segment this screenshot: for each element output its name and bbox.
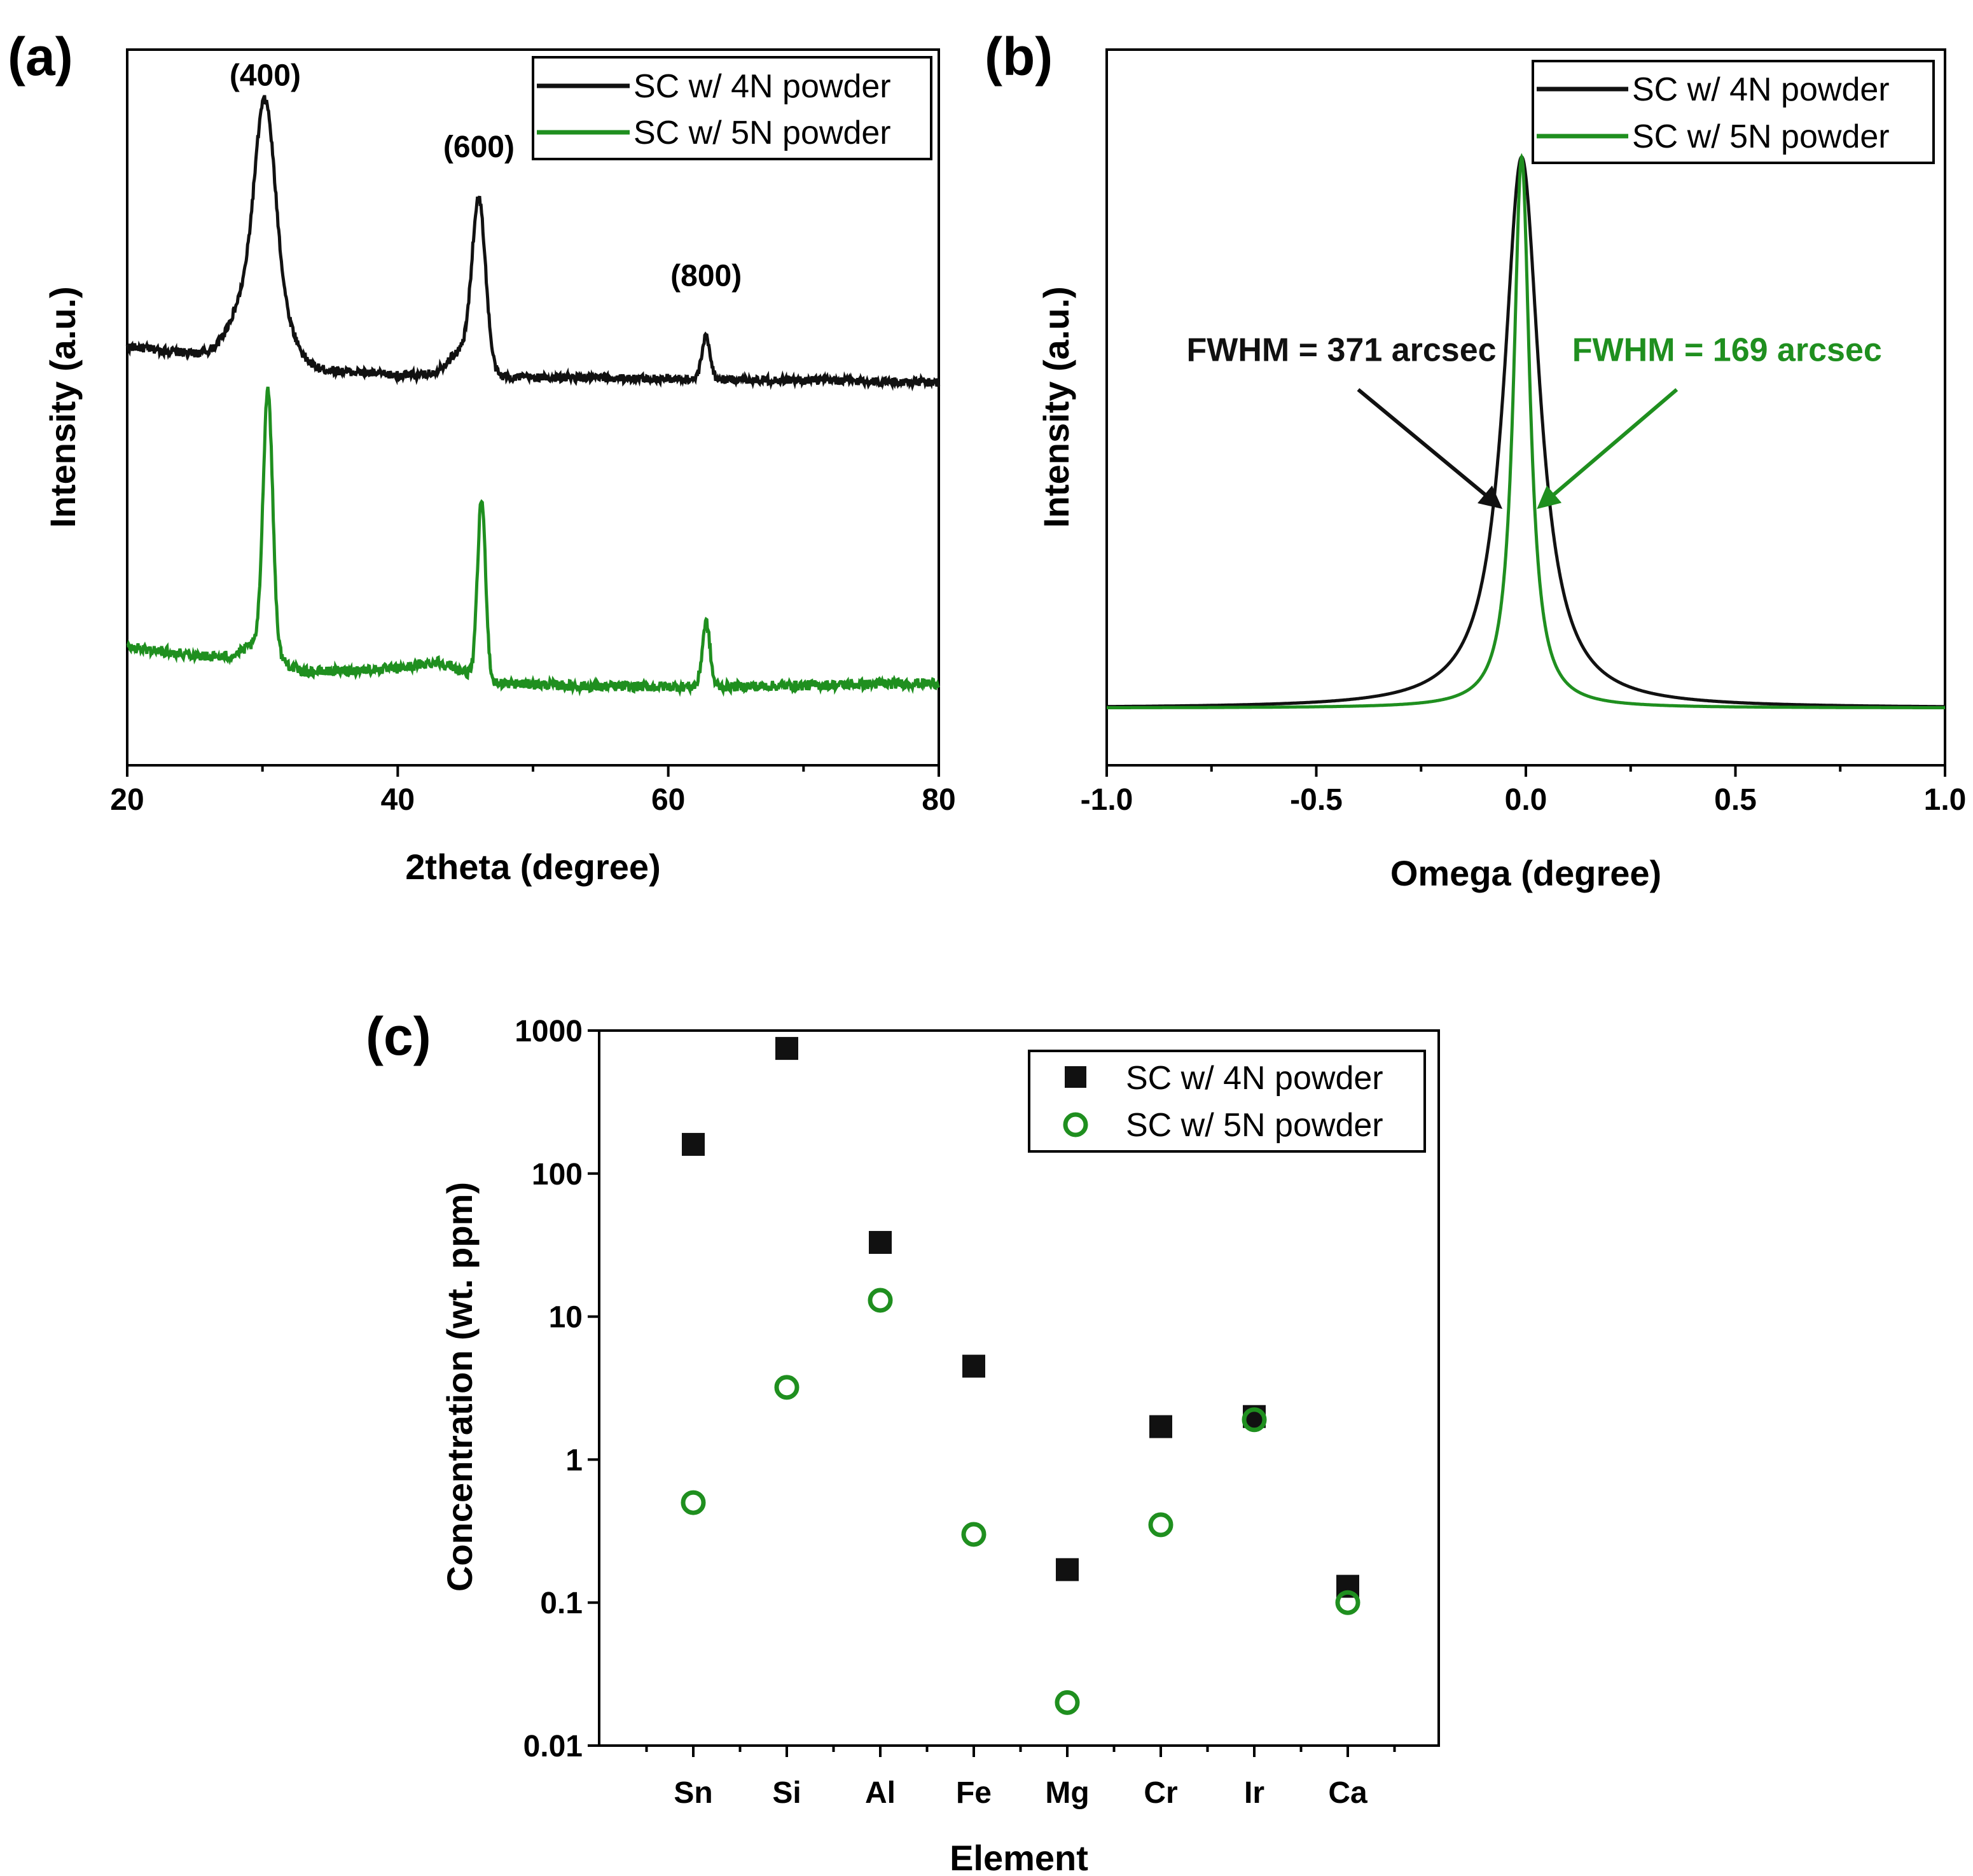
panel-a: (a) 20 40 60 80 (400) (600) (800) 2theta (deg…	[8, 27, 956, 887]
panel-c-marker-5n	[1242, 1407, 1267, 1433]
panel-a-legend-label-5n: SC w/ 5N powder	[633, 115, 891, 151]
panel-c-x-tick-label: Al	[865, 1776, 896, 1810]
panel-a-series-group	[125, 95, 941, 697]
panel-a-y-axis-title: Intensity (a.u.)	[43, 286, 83, 528]
panel-b-x-tick-label: -0.5	[1290, 783, 1343, 817]
panel-b-x-ticks: -1.0 -0.5 0.0 0.5 1.0	[1081, 765, 1967, 817]
panel-a-line-4n	[125, 95, 941, 392]
panel-c-marker-4n	[962, 1354, 985, 1378]
panel-c-y-ticks: 0.01 0.1 1 10 100 1000	[515, 1015, 599, 1763]
panel-b-label: (b)	[985, 27, 1053, 87]
panel-a-x-axis-title: 2theta (degree)	[405, 847, 660, 887]
panel-c-y-axis-title: Concentration (wt. ppm)	[440, 1182, 480, 1592]
panel-c-marker-4n	[1056, 1558, 1079, 1581]
panel-c-y-tick-label: 0.01	[523, 1730, 583, 1763]
panel-c-x-tick-label: Ir	[1244, 1776, 1264, 1810]
panel-c-legend-label-4n: SC w/ 4N powder	[1126, 1060, 1383, 1097]
panel-a-legend-box	[532, 56, 932, 160]
panel-b-legend-box	[1532, 60, 1935, 164]
panel-c: (c) 0.01 0.1 1 10 100 1000 Sn Si Al Fe Mg Cr Ir Ca E…	[366, 1006, 1440, 1876]
panel-b: (b) -1.0 -0.5 0.0 0.5 1.0 FWHM = 371 arcsec F…	[985, 27, 1966, 893]
panel-a-line-5n	[126, 386, 941, 697]
panel-c-x-tick-label: Cr	[1144, 1776, 1177, 1810]
panel-b-x-tick-label: 0.0	[1505, 783, 1547, 817]
panel-b-y-axis-title: Intensity (a.u.)	[1036, 286, 1076, 528]
panel-b-fwhm-label: FWHM = 371 arcsec	[1187, 331, 1497, 368]
panel-a-x-tick-label: 60	[651, 783, 685, 817]
panel-c-marker-5n	[1335, 1590, 1360, 1615]
panel-b-series-group	[1107, 153, 1946, 709]
panel-c-marker-4n	[869, 1231, 892, 1254]
panel-c-legend-marker-5n	[1063, 1112, 1088, 1137]
panel-a-legend: SC w/ 4N powder SC w/ 5N powder	[532, 56, 932, 160]
panel-b-legend-label-5n: SC w/ 5N powder	[1632, 118, 1890, 155]
panel-b-x-tick-label: -1.0	[1081, 783, 1133, 817]
panel-c-marker-5n	[961, 1522, 986, 1547]
panel-a-label: (a)	[8, 27, 73, 87]
panel-c-marker-5n	[1055, 1690, 1080, 1715]
panel-b-fwhm-label: FWHM = 169 arcsec	[1572, 331, 1882, 368]
panel-c-plot-frame	[598, 1029, 1440, 1747]
panel-c-marker-5n	[868, 1288, 893, 1313]
panel-a-peak-label: (800)	[670, 259, 742, 293]
panel-b-annotations: FWHM = 371 arcsec FWHM = 169 arcsec	[1187, 331, 1882, 510]
panel-b-legend-label-4n: SC w/ 4N powder	[1632, 71, 1890, 108]
panel-b-fwhm-arrow	[1537, 388, 1679, 510]
panel-c-marker-4n	[682, 1132, 705, 1156]
panel-a-x-tick-label: 40	[381, 783, 415, 817]
panel-a-legend-label-4n: SC w/ 4N powder	[633, 68, 891, 105]
panel-b-fwhm-arrow	[1357, 388, 1503, 510]
panel-c-marker-4n	[775, 1037, 798, 1060]
panel-b-line-4n	[1107, 155, 1946, 709]
panel-a-x-tick-label: 80	[922, 783, 955, 817]
panel-c-x-tick-label: Sn	[674, 1776, 712, 1810]
panel-c-y-tick-label: 100	[532, 1158, 583, 1192]
panel-c-x-tick-label: Ca	[1328, 1776, 1367, 1810]
panel-c-legend: SC w/ 4N powder SC w/ 5N powder	[1028, 1050, 1426, 1153]
panel-c-label: (c)	[366, 1006, 431, 1066]
panel-a-peak-label: (400)	[230, 59, 301, 92]
panel-a-peak-labels: (400) (600) (800)	[230, 59, 742, 293]
panel-c-x-tick-label: Fe	[956, 1776, 992, 1810]
panel-c-marker-5n	[1148, 1512, 1173, 1538]
panel-b-x-axis-title: Omega (degree)	[1390, 853, 1661, 893]
panel-c-x-ticks: Sn Si Al Fe Mg Cr Ir Ca	[645, 1746, 1396, 1810]
panel-c-y-tick-label: 1	[565, 1443, 583, 1477]
panel-c-y-tick-label: 10	[549, 1301, 583, 1335]
panel-c-legend-label-5n: SC w/ 5N powder	[1126, 1107, 1383, 1144]
panel-a-x-tick-label: 20	[110, 783, 144, 817]
panel-c-x-tick-label: Si	[772, 1776, 801, 1810]
panel-c-y-tick-label: 0.1	[540, 1587, 583, 1620]
panel-c-marker-5n	[681, 1490, 706, 1515]
panel-a-x-ticks: 20 40 60 80	[110, 765, 956, 817]
panel-b-x-tick-label: 0.5	[1714, 783, 1757, 817]
panel-c-legend-marker-4n	[1065, 1066, 1086, 1088]
panel-c-marker-4n	[1149, 1415, 1172, 1438]
panel-b-legend: SC w/ 4N powder SC w/ 5N powder	[1532, 60, 1935, 164]
panel-c-marker-5n	[774, 1375, 800, 1400]
panel-c-y-tick-label: 1000	[515, 1015, 583, 1048]
panel-c-x-tick-label: Mg	[1045, 1776, 1089, 1810]
panel-b-line-5n	[1107, 153, 1945, 709]
panel-c-markers	[681, 1037, 1360, 1715]
panel-b-x-tick-label: 1.0	[1924, 783, 1967, 817]
panel-c-x-axis-title: Element	[950, 1838, 1088, 1876]
panel-c-legend-box	[1028, 1050, 1426, 1153]
panel-a-peak-label: (600)	[443, 130, 515, 164]
